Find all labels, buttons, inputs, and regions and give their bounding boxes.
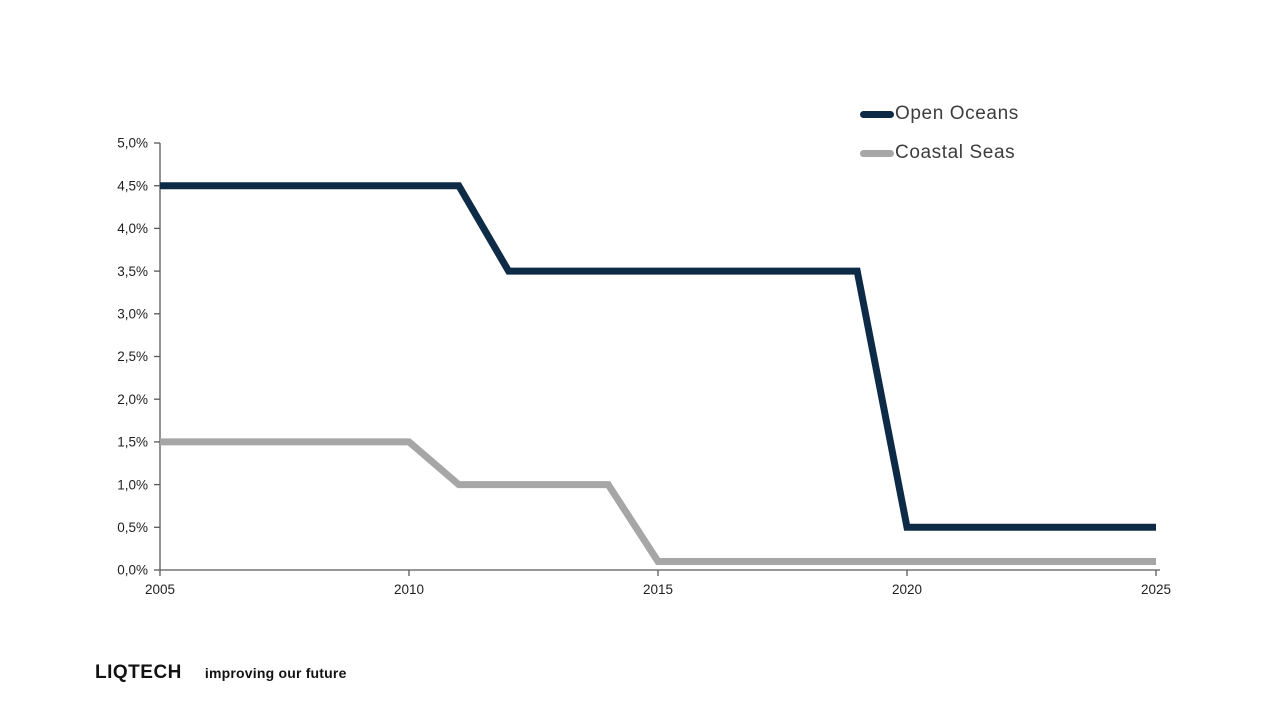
legend-marker-open-oceans — [860, 110, 894, 118]
legend-marker-coastal-seas — [860, 149, 894, 157]
y-tick-label: 3,5% — [117, 264, 148, 279]
y-tick-label: 0,0% — [117, 563, 148, 578]
y-tick-label: 0,5% — [117, 520, 148, 535]
x-tick-label: 2005 — [145, 582, 175, 597]
y-tick-label: 1,0% — [117, 477, 148, 492]
y-tick-label: 4,0% — [117, 221, 148, 236]
series-line-coastal-seas — [160, 438, 1156, 565]
legend-label-coastal-seas: Coastal Seas — [895, 142, 1016, 163]
y-tick-label: 4,5% — [117, 178, 148, 193]
y-tick-label: 3,0% — [117, 307, 148, 322]
x-tick-label: 2025 — [1141, 582, 1171, 597]
footer: LIQTECH improving our future — [95, 662, 347, 684]
x-tick-label: 2010 — [394, 582, 424, 597]
chart-legend: Open Oceans Coastal Seas — [860, 101, 1019, 166]
x-tick-label: 2015 — [643, 582, 673, 597]
series-line-open-oceans — [160, 182, 1156, 531]
legend-item-open-oceans: Open Oceans — [860, 101, 1019, 127]
y-tick-label: 2,0% — [117, 392, 148, 407]
y-tick-label: 5,0% — [117, 136, 148, 151]
liqtech-logo: LIQTECH — [95, 662, 182, 683]
legend-item-coastal-seas: Coastal Seas — [860, 140, 1019, 166]
x-tick-label: 2020 — [892, 582, 922, 597]
legend-label-open-oceans: Open Oceans — [895, 103, 1019, 124]
y-tick-label: 1,5% — [117, 435, 148, 450]
logo-tagline: improving our future — [204, 665, 347, 681]
y-tick-label: 2,5% — [117, 349, 148, 364]
